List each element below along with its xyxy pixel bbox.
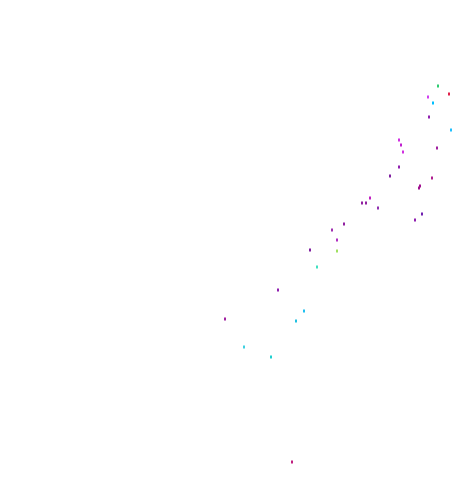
point bbox=[291, 460, 293, 464]
point bbox=[398, 138, 400, 142]
point bbox=[336, 238, 338, 242]
point bbox=[400, 143, 402, 147]
point bbox=[431, 176, 433, 180]
point bbox=[418, 186, 420, 190]
point bbox=[436, 146, 438, 150]
point bbox=[309, 248, 311, 252]
point bbox=[277, 288, 279, 292]
point bbox=[365, 201, 367, 205]
point bbox=[243, 345, 245, 349]
point bbox=[402, 150, 404, 154]
point bbox=[437, 84, 439, 88]
point bbox=[377, 206, 379, 210]
point bbox=[270, 355, 272, 359]
point bbox=[224, 317, 226, 321]
point bbox=[331, 228, 333, 232]
point bbox=[428, 115, 430, 119]
point bbox=[389, 174, 391, 178]
point bbox=[414, 218, 416, 222]
point bbox=[421, 212, 423, 216]
point bbox=[303, 309, 305, 313]
point bbox=[432, 101, 434, 105]
point bbox=[398, 165, 400, 169]
point bbox=[450, 128, 452, 132]
point bbox=[295, 319, 297, 323]
point bbox=[448, 92, 450, 96]
point bbox=[361, 201, 363, 205]
point bbox=[419, 184, 421, 188]
point bbox=[336, 249, 338, 253]
point bbox=[369, 196, 371, 200]
point bbox=[343, 222, 345, 226]
point bbox=[316, 265, 318, 269]
point bbox=[427, 95, 429, 99]
